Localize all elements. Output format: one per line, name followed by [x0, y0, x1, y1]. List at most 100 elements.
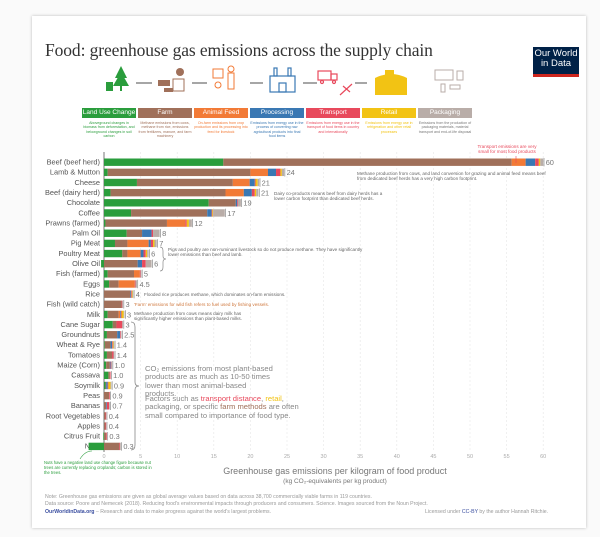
- total-value-label: 2.5: [124, 331, 134, 340]
- bar-segment-processing: [525, 158, 536, 166]
- x-tick-label: 20: [247, 454, 253, 460]
- bar-segment-transport: [142, 260, 146, 268]
- truck-plane-icon: [317, 70, 353, 96]
- total-value-label: 24: [287, 168, 295, 177]
- bar-segment-transport: [143, 249, 146, 258]
- bar-segment-transport: [237, 199, 238, 207]
- bar-segment-transport: [134, 280, 136, 288]
- stage-description: Emissions from energy use in refrigerati…: [365, 121, 413, 134]
- owid-link[interactable]: OurWorldinData.org: [45, 509, 95, 515]
- bar-segment-transport: [535, 158, 539, 166]
- total-value-label: 1.0: [115, 361, 125, 370]
- bar-segment-packaging: [154, 239, 157, 248]
- bar-segment-retail: [254, 188, 257, 197]
- annotation-pig-poultry: Pigs and poultry are non-ruminant livest…: [168, 247, 363, 258]
- farmer-barn-icon: [212, 65, 235, 90]
- bar-segment-processing: [207, 209, 212, 217]
- total-value-label: 1.0: [113, 371, 123, 380]
- bar-segment-land-use-change: [104, 249, 123, 258]
- bar-segment-packaging: [123, 310, 125, 319]
- bar-segment-transport: [150, 239, 154, 248]
- bar-segment-land-use-change: [101, 260, 104, 268]
- bar-segment-transport: [116, 320, 123, 329]
- bar-segment-animal-feed: [511, 158, 526, 166]
- total-value-label: 0.9: [114, 381, 124, 390]
- bar-segment-packaging: [111, 361, 113, 369]
- total-value-label: 4: [136, 290, 140, 299]
- bar-segment-land-use-change: [104, 229, 127, 237]
- bar-segment-transport: [131, 290, 132, 298]
- bar-segment-farm: [131, 209, 208, 217]
- bar-segment-processing: [235, 199, 238, 207]
- bar-segment-animal-feed: [118, 280, 135, 288]
- bar-segment-animal-feed: [166, 219, 186, 227]
- bar-segment-packaging: [122, 300, 124, 308]
- bar-segment-retail: [131, 290, 133, 298]
- bar-segment-farm: [136, 178, 233, 187]
- total-value-label: 5: [144, 270, 148, 279]
- bar-segment-processing: [249, 178, 255, 187]
- total-value-label: 0.4: [109, 422, 119, 431]
- bar-segment-packaging: [120, 331, 122, 339]
- x-tick-label: 30: [321, 454, 327, 460]
- bar-segment-retail: [145, 249, 148, 258]
- bar-segment-packaging: [153, 229, 160, 237]
- total-value-label: 1.4: [117, 341, 127, 350]
- bar-segment-farm: [104, 412, 106, 420]
- bar-segment-retail: [538, 158, 541, 166]
- bar-segment-transport: [139, 270, 141, 278]
- bar-segment-farm: [122, 249, 128, 258]
- stage-label-processing: Processing: [250, 108, 304, 118]
- annotation-beef: Methane production from cows, and land c…: [357, 171, 546, 182]
- total-value-label: 21: [261, 188, 269, 197]
- stage-label-farm: Farm: [138, 108, 192, 118]
- bar-segment-retail: [255, 178, 258, 187]
- stage-description: Emissions from energy use in the transpo…: [306, 121, 360, 134]
- bar-segment-land-use-change: [104, 280, 110, 288]
- bar-segment-land-use-change: [104, 320, 113, 329]
- bar-segment-processing: [148, 239, 151, 248]
- bar-segment-transport: [107, 381, 109, 390]
- total-value-label: 0.9: [112, 391, 122, 400]
- bar-segment-packaging: [113, 351, 115, 359]
- bar-segment-processing: [267, 168, 277, 177]
- tree-stump-icon: [106, 66, 129, 91]
- bar-segment-land-use-change: [104, 381, 106, 390]
- cc-by-link[interactable]: CC-BY: [461, 509, 478, 515]
- category-label: Beef (beef herd): [47, 158, 100, 167]
- bar-segment-transport: [119, 442, 121, 451]
- bar-segment-packaging: [109, 402, 110, 410]
- total-value-label: 6: [151, 249, 155, 258]
- total-value-label: 1.4: [117, 351, 127, 360]
- bar-segment-land-use-change: [104, 209, 132, 217]
- bar-segment-farm: [107, 270, 135, 278]
- bar-segment-animal-feed: [250, 168, 268, 177]
- category-label: Eggs: [83, 279, 100, 288]
- bar-segment-retail: [153, 239, 155, 248]
- category-label: Maize (Corn): [57, 361, 100, 370]
- bar-segment-transport: [251, 188, 255, 197]
- bar-segment-packaging: [237, 199, 241, 207]
- owid-logo[interactable]: Our World in Data: [533, 47, 579, 77]
- x-tick-label: 45: [430, 454, 436, 460]
- bar-segment-transport: [112, 351, 114, 359]
- stage-label-animal-feed: Animal Feed: [194, 108, 248, 118]
- stage-label-land-use-change: Land Use Change: [82, 108, 136, 118]
- bar-segment-processing: [120, 310, 121, 319]
- bar-segment-processing: [243, 188, 252, 197]
- category-label: Prawns (farmed): [45, 218, 100, 227]
- bar-segment-retail: [212, 209, 214, 217]
- bar-segment-processing: [130, 290, 132, 298]
- bar-segment-land-use-change: [88, 442, 104, 451]
- category-label: Cheese: [75, 178, 100, 187]
- annotation-wild-fish: 'Farm' emissions for wild fish refers to…: [134, 302, 270, 307]
- bar-segment-retail: [112, 341, 114, 349]
- x-tick-label: 35: [357, 454, 363, 460]
- bar-segment-packaging: [188, 219, 192, 227]
- bar-segment-packaging: [140, 270, 142, 278]
- bar-segment-land-use-change: [104, 199, 209, 207]
- bar-segment-farm: [104, 432, 107, 440]
- bar-segment-land-use-change: [104, 341, 105, 349]
- bar-segment-packaging: [122, 320, 124, 329]
